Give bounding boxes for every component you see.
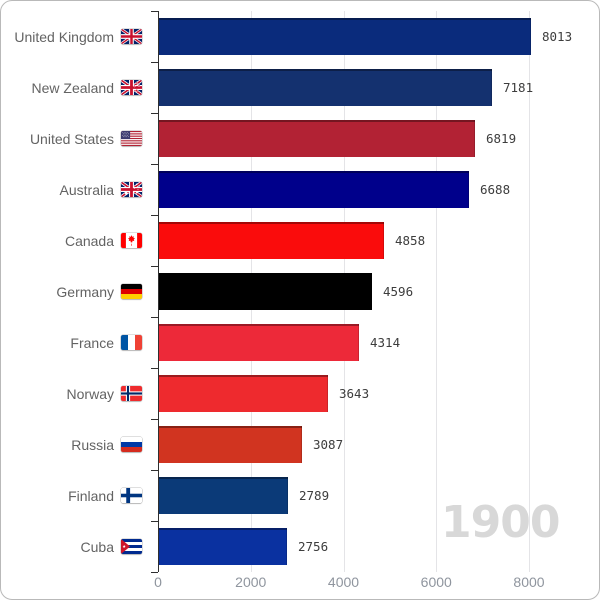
australia-flag-icon: [121, 182, 142, 197]
gridline-8000: [529, 11, 530, 572]
bar-russia: [159, 426, 302, 463]
gridline-6000: [436, 11, 438, 572]
value-label-australia: 6688: [480, 182, 511, 197]
value-label-canada: 4858: [395, 233, 426, 248]
country-label-finland: Finland: [68, 487, 114, 504]
category-row-finland: Finland: [1, 470, 142, 521]
y-axis-tick: [151, 164, 158, 165]
country-label-united-kingdom: United Kingdom: [14, 28, 114, 45]
category-row-cuba: Cuba: [1, 521, 142, 572]
country-label-australia: Australia: [59, 181, 114, 198]
y-axis-tick: [151, 521, 158, 522]
x-tick-label-2000: 2000: [235, 574, 267, 590]
category-row-new-zealand: New Zealand: [1, 62, 142, 113]
value-label-new-zealand: 7181: [503, 80, 534, 95]
bar-cuba: [159, 528, 287, 565]
category-row-france: France: [1, 317, 142, 368]
value-label-united-kingdom: 8013: [542, 29, 573, 44]
value-label-cuba: 2756: [298, 539, 329, 554]
germany-flag-icon: [121, 284, 142, 299]
bar-united-states: [159, 120, 475, 157]
x-tick-label-8000: 8000: [513, 574, 545, 590]
value-label-germany: 4596: [383, 284, 414, 299]
country-label-united-states: United States: [29, 130, 114, 147]
y-axis-tick: [151, 215, 158, 216]
bar-new-zealand: [159, 69, 492, 106]
y-axis-tick: [151, 419, 158, 420]
category-row-norway: Norway: [1, 368, 142, 419]
value-label-finland: 2789: [299, 488, 330, 503]
category-row-germany: Germany: [1, 266, 142, 317]
y-axis-tick: [151, 62, 158, 63]
country-label-cuba: Cuba: [80, 538, 114, 555]
category-row-australia: Australia: [1, 164, 142, 215]
x-tick-label-4000: 4000: [327, 574, 360, 590]
country-label-new-zealand: New Zealand: [31, 79, 115, 96]
y-axis-tick: [151, 368, 158, 369]
value-label-united-states: 6819: [486, 131, 517, 146]
country-label-canada: Canada: [64, 232, 114, 249]
russia-flag-icon: [121, 437, 142, 452]
bar-germany: [159, 273, 372, 310]
value-label-norway: 3643: [339, 386, 370, 401]
x-tick-label-0: 0: [154, 574, 162, 590]
y-axis-tick: [151, 572, 158, 573]
bar-finland: [159, 477, 288, 514]
y-axis-tick: [151, 113, 158, 114]
france-flag-icon: [121, 335, 142, 350]
united-kingdom-flag-icon: [121, 29, 142, 44]
united-states-flag-icon: [121, 131, 142, 146]
bar-norway: [159, 375, 328, 412]
year-watermark: 1900: [441, 497, 560, 548]
canada-flag-icon: [121, 233, 142, 248]
value-label-france: 4314: [370, 335, 401, 350]
finland-flag-icon: [121, 488, 142, 503]
cuba-flag-icon: [121, 539, 142, 554]
bar-france: [159, 324, 359, 361]
x-tick-label-6000: 6000: [420, 574, 452, 590]
category-row-united-kingdom: United Kingdom: [1, 11, 142, 62]
bar-australia: [159, 171, 469, 208]
category-row-russia: Russia: [1, 419, 142, 470]
country-label-germany: Germany: [56, 283, 114, 300]
value-label-russia: 3087: [313, 437, 344, 452]
y-axis-tick: [151, 317, 158, 318]
norway-flag-icon: [121, 386, 142, 401]
y-axis-line: [158, 11, 159, 572]
bar-canada: [159, 222, 384, 259]
country-label-russia: Russia: [71, 436, 114, 453]
y-axis-tick: [151, 11, 158, 12]
country-label-norway: Norway: [66, 385, 114, 402]
bar-united-kingdom: [159, 18, 531, 55]
category-row-canada: Canada: [1, 215, 142, 266]
category-row-united-states: United States: [1, 113, 142, 164]
y-axis-tick: [151, 266, 158, 267]
new-zealand-flag-icon: [121, 80, 142, 95]
y-axis-tick: [151, 470, 158, 471]
country-label-france: France: [70, 334, 114, 351]
